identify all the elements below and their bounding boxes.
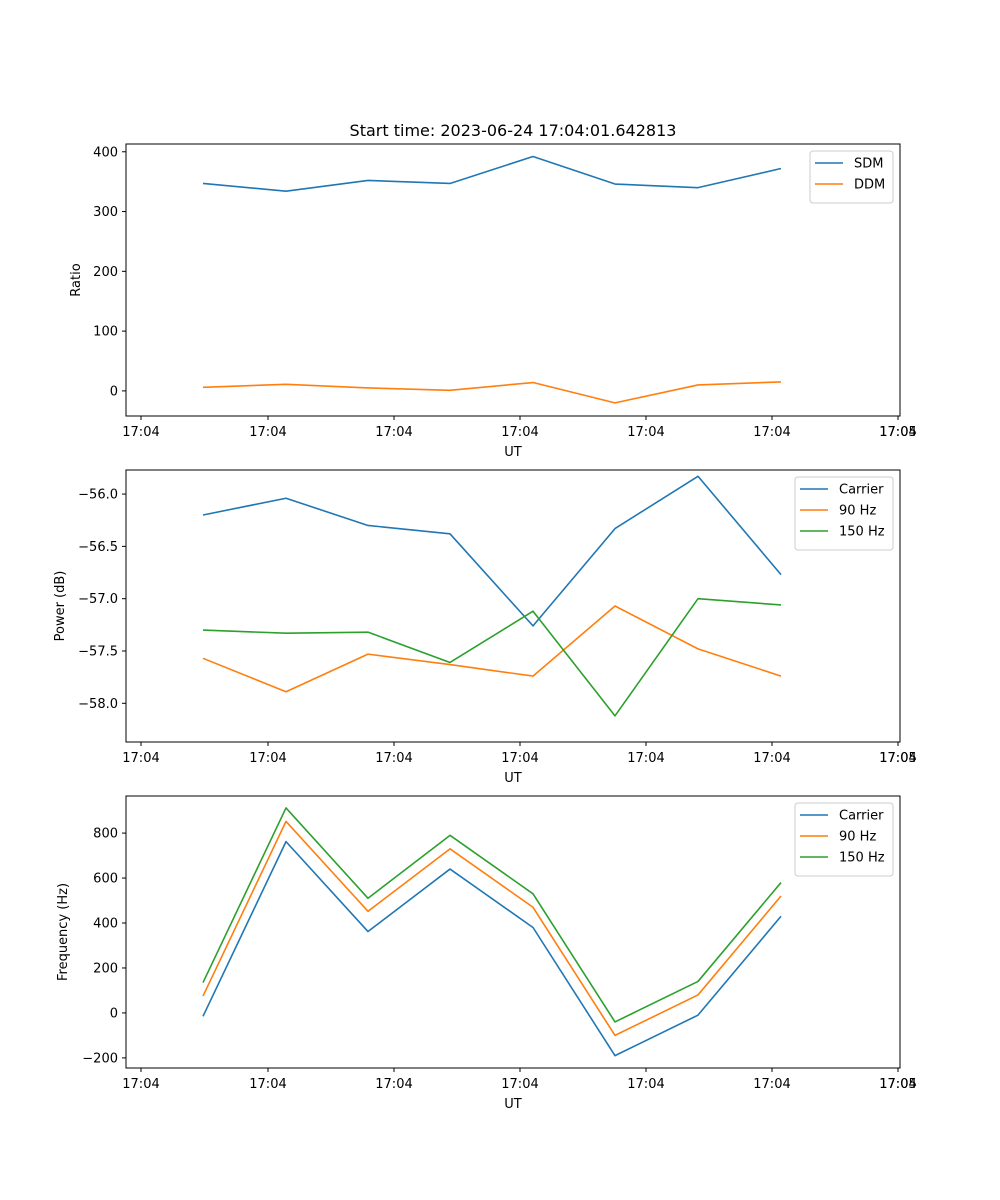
legend-power: Carrier 90 Hz 150 Hz [794,476,894,551]
y-tick-label: 0 [110,1006,118,1021]
series-line-carrier [202,475,782,627]
x-tick-label: 17:04 [627,1077,664,1092]
y-tick-label: 400 [93,917,118,932]
series-line-150-hz [202,597,782,717]
x-tick-label: 17:04 [249,751,286,766]
x-tick-label: 17:04 [122,1077,159,1092]
x-tick-label: 17:05 [879,425,916,440]
legend-label: 150 Hz [839,851,885,866]
x-tick-label: 17:04 [375,751,412,766]
x-tick-label: 17:04 [627,751,664,766]
legend-label: Carrier [839,483,884,498]
series-group-power [202,475,782,717]
x-tick-label: 17:05 [879,751,916,766]
y-tick-label: −200 [82,1051,118,1066]
legend-label: 90 Hz [839,504,876,519]
legend-label: 150 Hz [839,525,885,540]
x-tick-label: 17:04 [879,1077,916,1092]
panel-power: −56.0−56.5−57.0−57.5−58.0 17:04 17:04 17:0… [53,469,917,786]
legend-label: 90 Hz [839,830,876,845]
x-tick-label: 17:04 [753,1077,790,1092]
y-tick-label: −56.0 [78,488,118,503]
y-axis-label: Ratio [69,263,84,296]
x-tick-label: 17:04 [122,425,159,440]
x-tick-label: 17:04 [375,425,412,440]
y-axis-ratio: 0 100 200 300 400 [93,145,126,399]
x-tick-label: 17:04 [627,425,664,440]
plot-frame [125,143,901,417]
x-tick-label: 17:04 [501,751,538,766]
series-line-90-hz [202,820,782,1037]
series-line-carrier [202,840,782,1057]
series-group-frequency [202,807,782,1057]
x-tick-label: 17:04 [879,751,916,766]
y-tick-label: −58.0 [78,697,118,712]
series-line-150-hz [202,807,782,1023]
legend-ratio: SDM DDM [809,150,894,204]
series-line-ddm [202,381,782,404]
y-axis-label: Frequency (Hz) [56,883,71,981]
x-tick-label: 17:04 [879,425,916,440]
x-axis-label: UT [504,445,522,460]
x-tick-label: 17:04 [501,1077,538,1092]
y-tick-label: 200 [93,961,118,976]
y-tick-label: 300 [93,205,118,220]
x-axis-label: UT [504,1097,522,1112]
y-tick-label: −56.5 [78,540,118,555]
y-tick-label: −57.0 [78,592,118,607]
series-line-90-hz [202,605,782,693]
y-tick-label: 600 [93,872,118,887]
legend-label: Carrier [839,809,884,824]
x-tick-label: 17:04 [122,751,159,766]
y-tick-label: 400 [93,145,118,160]
x-tick-label: 17:05 [879,1077,916,1092]
x-axis-label: UT [504,771,522,786]
y-tick-label: −57.5 [78,644,118,659]
x-tick-label: 17:04 [249,1077,286,1092]
plot-frame [125,795,901,1069]
y-tick-label: 200 [93,265,118,280]
y-tick-label: 0 [110,384,118,399]
x-tick-label: 17:04 [501,425,538,440]
y-axis-frequency: −200 0 200 400 600 800 [82,827,126,1066]
plot-frame [125,469,901,743]
x-tick-label: 17:04 [753,425,790,440]
legend-label: DDM [854,178,885,193]
x-tick-label: 17:04 [249,425,286,440]
series-line-sdm [202,155,782,193]
y-tick-label: 100 [93,325,118,340]
y-tick-label: 800 [93,827,118,842]
legend-frequency: Carrier 90 Hz 150 Hz [794,802,894,877]
chart-title: Start time: 2023-06-24 17:04:01.642813 [350,121,677,140]
x-tick-label: 17:04 [375,1077,412,1092]
y-axis-power: −56.0 −56.5 −57.0 −57.5 −58.0 [78,488,126,712]
series-group-ratio [202,155,782,404]
y-axis-label: Power (dB) [53,571,68,642]
x-tick-label: 17:04 [753,751,790,766]
legend-label: SDM [854,157,883,172]
legend-box [809,150,894,204]
